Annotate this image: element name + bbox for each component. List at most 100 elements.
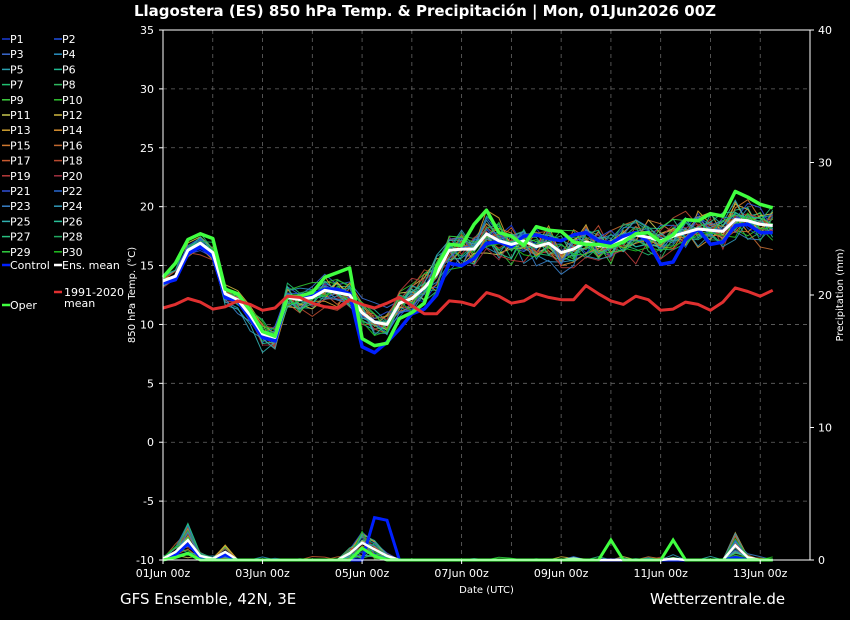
x-tick-label: 07Jun 00z bbox=[434, 567, 489, 580]
y-tick-label: 35 bbox=[140, 24, 154, 37]
y-tick-label: 25 bbox=[140, 142, 154, 155]
legend-label: P19 bbox=[10, 170, 31, 183]
y-tick-label: -5 bbox=[143, 495, 154, 508]
legend-item-p3: P3 bbox=[2, 48, 24, 61]
member-precip-p18 bbox=[162, 532, 773, 561]
legend-item-p2: P2 bbox=[54, 33, 76, 46]
legend-label: P10 bbox=[62, 94, 83, 107]
member-precip-p14 bbox=[162, 532, 773, 561]
legend-label: Oper bbox=[10, 299, 37, 312]
y-tick-label: -10 bbox=[136, 554, 154, 567]
legend-item-control: Control bbox=[2, 259, 50, 272]
x-tick-label: 03Jun 00z bbox=[235, 567, 290, 580]
legend-label: P5 bbox=[10, 63, 24, 76]
legend-label: P26 bbox=[62, 215, 83, 228]
legend-item-ens-mean: Ens. mean bbox=[54, 259, 120, 272]
legend-label: P3 bbox=[10, 48, 24, 61]
legend-item-p7: P7 bbox=[2, 79, 24, 92]
legend-item-p10: P10 bbox=[54, 94, 83, 107]
legend-label: P25 bbox=[10, 215, 31, 228]
legend-item-p6: P6 bbox=[54, 63, 76, 76]
legend-label: Control bbox=[10, 259, 50, 272]
legend-label: P28 bbox=[62, 231, 83, 244]
legend-item-p26: P26 bbox=[54, 215, 83, 228]
legend-label: P14 bbox=[62, 124, 83, 137]
y2-tick-label: 40 bbox=[818, 24, 832, 37]
legend-item-p27: P27 bbox=[2, 231, 31, 244]
y2-axis-label: Precipitation (mm) bbox=[835, 248, 846, 341]
legend-item-p13: P13 bbox=[2, 124, 31, 137]
legend-label: P30 bbox=[62, 246, 83, 259]
legend-label: P29 bbox=[10, 246, 31, 259]
legend-item-p18: P18 bbox=[54, 155, 83, 168]
y2-tick-label: 0 bbox=[818, 554, 825, 567]
legend-item-p9: P9 bbox=[2, 94, 24, 107]
legend-label: P24 bbox=[62, 200, 83, 213]
member-precip-p13 bbox=[162, 533, 773, 561]
member-precip-p26 bbox=[162, 534, 773, 561]
legend-label: mean bbox=[64, 297, 95, 310]
legend-item-p16: P16 bbox=[54, 139, 83, 152]
y2-tick-label: 10 bbox=[818, 422, 832, 435]
legend-item-p21: P21 bbox=[2, 185, 31, 198]
legend-item-p25: P25 bbox=[2, 215, 31, 228]
legend-item-p5: P5 bbox=[2, 63, 24, 76]
legend-item-p15: P15 bbox=[2, 139, 31, 152]
legend-item-p17: P17 bbox=[2, 155, 31, 168]
legend-label: P15 bbox=[10, 139, 31, 152]
y-tick-label: 0 bbox=[147, 436, 154, 449]
legend-item-p19: P19 bbox=[2, 170, 31, 183]
member-precip-p19 bbox=[162, 532, 773, 561]
legend-label: P27 bbox=[10, 231, 31, 244]
chart-title: Llagostera (ES) 850 hPa Temp. & Precipit… bbox=[133, 2, 717, 20]
legend-label: P13 bbox=[10, 124, 31, 137]
legend-item-p12: P12 bbox=[54, 109, 83, 122]
y-axis-label: 850 hPa Temp. (°C) bbox=[127, 247, 138, 343]
legend-label: P8 bbox=[62, 79, 76, 92]
y-tick-label: 20 bbox=[140, 201, 154, 214]
legend-label: P6 bbox=[62, 63, 76, 76]
member-line-p29 bbox=[162, 214, 773, 332]
legend-item-p28: P28 bbox=[54, 231, 83, 244]
legend-item-p23: P23 bbox=[2, 200, 31, 213]
legend-label: P21 bbox=[10, 185, 31, 198]
legend-label: P1 bbox=[10, 33, 24, 46]
legend-label: P2 bbox=[62, 33, 76, 46]
legend-item-p11: P11 bbox=[2, 109, 31, 122]
y-tick-label: 10 bbox=[140, 318, 154, 331]
x-axis-label: Date (UTC) bbox=[459, 585, 514, 596]
legend-label: P12 bbox=[62, 109, 83, 122]
legend-label: P22 bbox=[62, 185, 83, 198]
x-tick-label: 09Jun 00z bbox=[534, 567, 589, 580]
series-oper bbox=[161, 189, 774, 348]
series-1991-2020-mean bbox=[162, 284, 774, 316]
legend-item-oper: Oper bbox=[2, 299, 37, 312]
legend-item-p14: P14 bbox=[54, 124, 83, 137]
legend-label: Ens. mean bbox=[62, 259, 120, 272]
x-tick-label: 11Jun 00z bbox=[633, 567, 688, 580]
precip-oper bbox=[162, 537, 773, 562]
site-name: Wetterzentrale.de bbox=[650, 590, 786, 608]
legend-item-p22: P22 bbox=[54, 185, 83, 198]
plot-frame bbox=[162, 29, 811, 561]
member-precip-p3 bbox=[162, 537, 773, 561]
x-tick-label: 13Jun 00z bbox=[733, 567, 788, 580]
legend-item-p4: P4 bbox=[54, 48, 76, 61]
legend-item-p24: P24 bbox=[54, 200, 83, 213]
legend-label: 1991-2020 bbox=[64, 286, 124, 299]
y-tick-label: 5 bbox=[147, 377, 154, 390]
legend-label: P17 bbox=[10, 155, 31, 168]
member-precip-p21 bbox=[162, 538, 773, 561]
member-precip-p8 bbox=[162, 536, 773, 561]
legend-item-p8: P8 bbox=[54, 79, 76, 92]
legend-item-p1: P1 bbox=[2, 33, 24, 46]
member-precip-p4 bbox=[162, 531, 773, 561]
x-tick-label: 05Jun 00z bbox=[335, 567, 390, 580]
legend-label: P18 bbox=[62, 155, 83, 168]
legend-item-p29: P29 bbox=[2, 246, 31, 259]
legend-label: P16 bbox=[62, 139, 83, 152]
legend-label: P9 bbox=[10, 94, 24, 107]
legend-item-p20: P20 bbox=[54, 170, 83, 183]
member-precip-p10 bbox=[162, 531, 773, 561]
